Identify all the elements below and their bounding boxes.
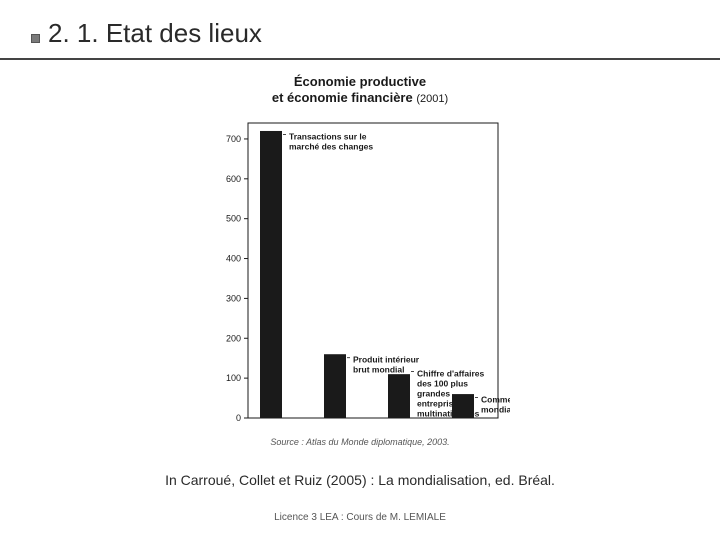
figure-title-line2: et économie financière [272,90,413,105]
svg-text:700: 700 [226,134,241,144]
svg-text:grandes: grandes [417,389,450,399]
figure: Économie productive et économie financiè… [180,74,540,447]
svg-text:100: 100 [226,373,241,383]
figure-title: Économie productive et économie financiè… [180,74,540,107]
svg-text:Transactions sur le: Transactions sur le [289,131,367,141]
caption: In Carroué, Collet et Ruiz (2005) : La m… [0,472,720,488]
figure-source: Source : Atlas du Monde diplomatique, 20… [180,437,540,447]
figure-title-line1: Économie productive [294,74,426,89]
chart: 0 100 200 300 400 500 600 700 Transactions sur l… [180,113,540,433]
svg-text:0: 0 [236,413,241,423]
svg-text:300: 300 [226,293,241,303]
svg-text:400: 400 [226,254,241,264]
svg-text:mondial: mondial [481,405,510,415]
svg-text:marché des changes: marché des changes [289,141,373,151]
svg-text:des 100 plus: des 100 plus [417,379,468,389]
title-bullet [32,35,39,42]
figure-title-year: (2001) [416,93,448,105]
footer: Licence 3 LEA : Cours de M. LEMIALE [0,512,720,523]
slide-title: 2. 1. Etat des lieux [48,18,262,49]
svg-text:Chiffre d'affaires: Chiffre d'affaires [417,369,484,379]
svg-text:200: 200 [226,333,241,343]
svg-text:500: 500 [226,214,241,224]
svg-text:600: 600 [226,174,241,184]
bar-chart-svg: 0 100 200 300 400 500 600 700 Transactions sur l… [210,113,510,433]
svg-text:Commerce: Commerce [481,395,510,405]
svg-text:Produit intérieur: Produit intérieur [353,355,420,365]
title-underline [0,58,720,60]
svg-text:brut mondial: brut mondial [353,365,404,375]
